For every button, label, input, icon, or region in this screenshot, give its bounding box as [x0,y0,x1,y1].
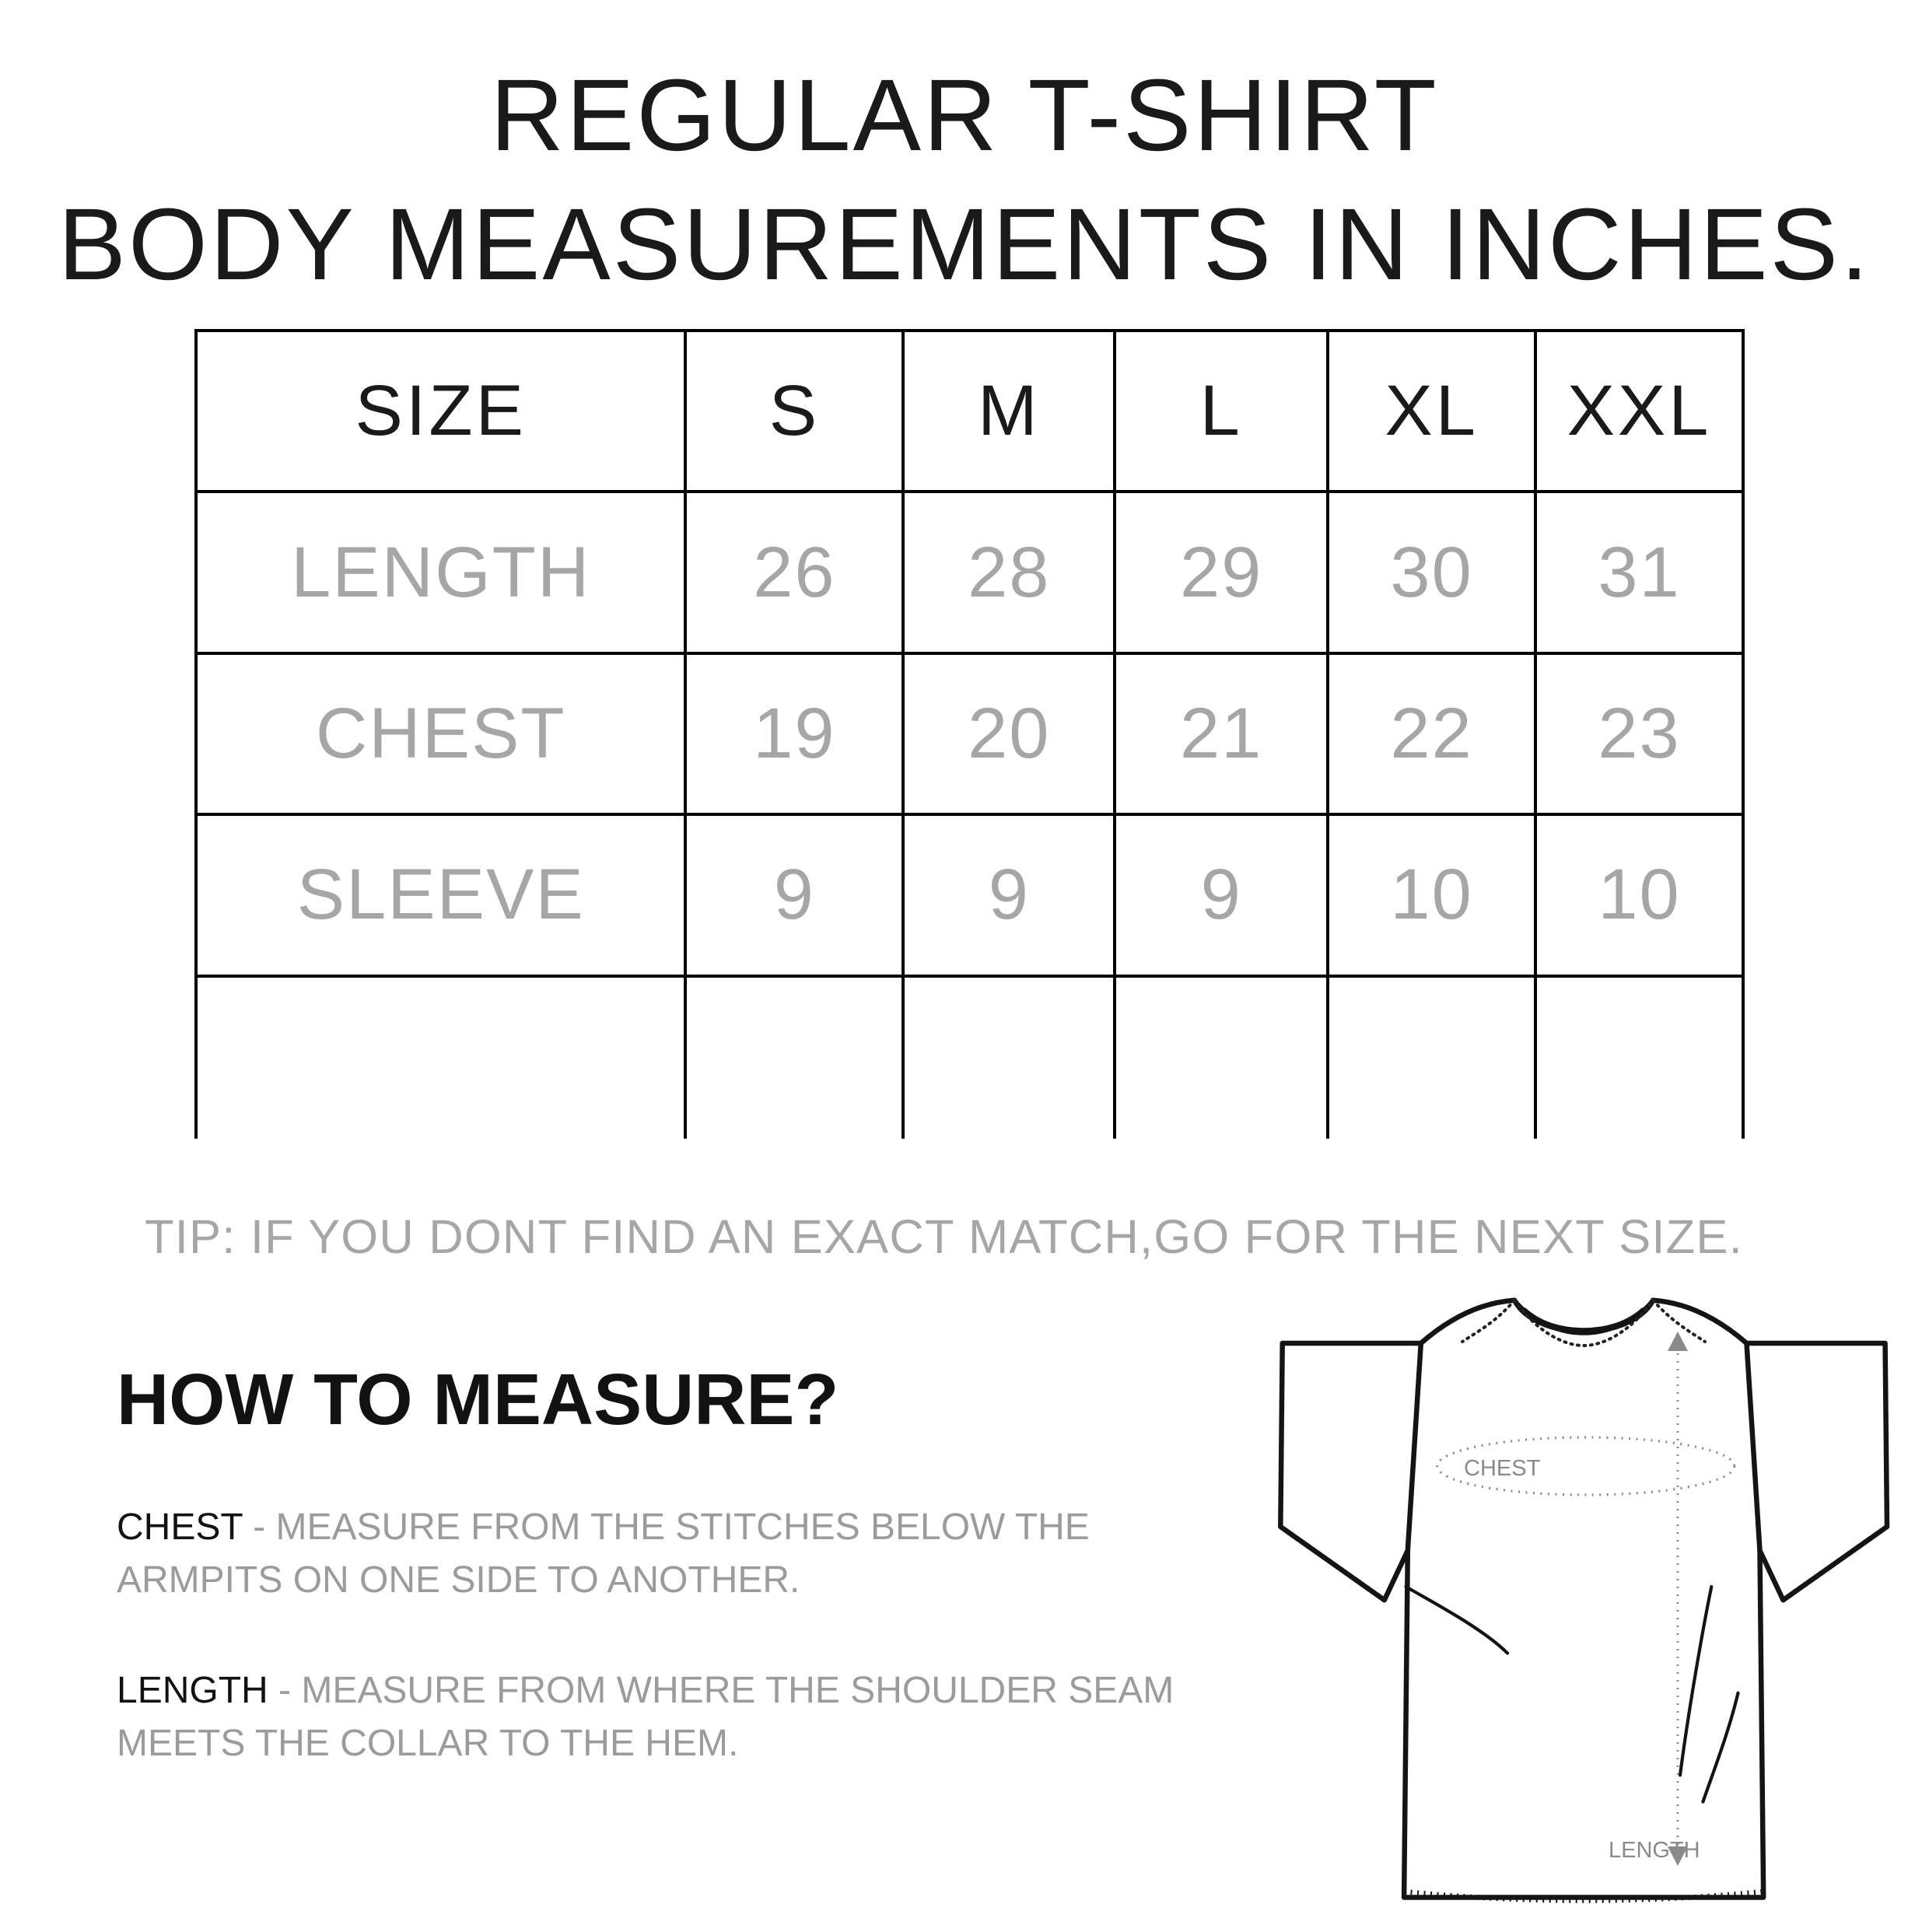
svg-text:CHEST: CHEST [1464,1456,1541,1481]
svg-text:LENGTH: LENGTH [1609,1838,1700,1863]
